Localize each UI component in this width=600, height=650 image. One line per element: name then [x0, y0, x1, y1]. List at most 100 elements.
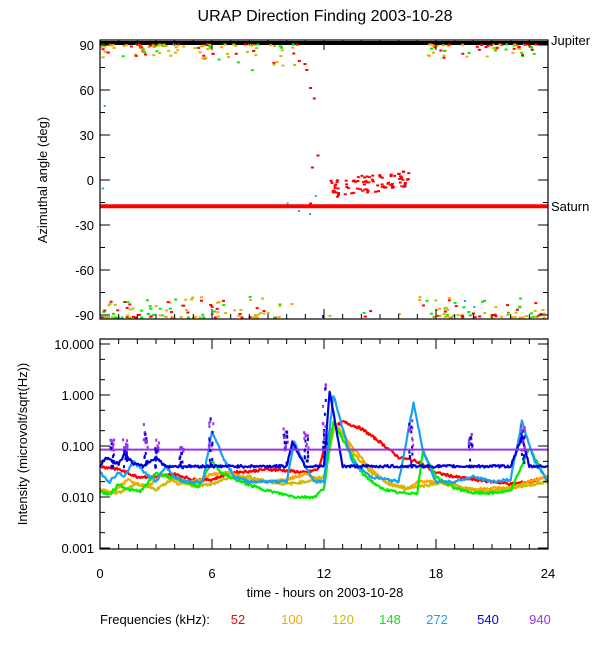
top-point	[209, 47, 213, 50]
burst-point	[324, 386, 327, 390]
top-point	[331, 191, 335, 194]
top-point	[154, 305, 158, 308]
bottom-ylabel: Intensity (microvolt/sqrt(Hz))	[15, 363, 30, 526]
burst-point	[283, 435, 286, 439]
burst-point	[181, 466, 184, 470]
top-point	[345, 183, 349, 186]
top-point	[269, 44, 273, 47]
top-point	[513, 316, 517, 319]
burst-point	[179, 460, 182, 464]
burst-point	[469, 436, 472, 440]
burst-point	[207, 444, 210, 448]
top-point	[444, 306, 448, 309]
top-point	[344, 179, 348, 182]
top-point	[125, 306, 129, 309]
burst-point	[520, 452, 523, 456]
burst-point	[305, 442, 308, 446]
top-point	[467, 311, 471, 314]
top-point	[433, 316, 437, 319]
top-point	[160, 44, 164, 47]
burst-point	[523, 428, 526, 432]
top-point	[252, 316, 256, 319]
top-point	[436, 314, 440, 317]
top-point	[164, 316, 168, 319]
top-point	[439, 49, 443, 52]
top-point	[266, 311, 270, 314]
burst-point	[154, 449, 157, 453]
top-point	[441, 44, 445, 47]
burst-point	[520, 432, 523, 436]
series-line	[99, 390, 549, 469]
burst-point	[304, 439, 307, 443]
burst-point	[410, 460, 413, 464]
burst-point	[286, 430, 289, 434]
burst-point	[322, 445, 325, 449]
top-point	[428, 43, 432, 46]
top-point	[336, 187, 340, 190]
top-point	[393, 174, 397, 177]
top-point	[498, 43, 502, 46]
top-point	[112, 312, 116, 315]
top-point	[220, 46, 224, 49]
top-point	[174, 298, 178, 301]
top-point	[162, 43, 166, 46]
burst-point	[322, 421, 325, 425]
burst-point	[468, 447, 471, 451]
top-point	[473, 306, 476, 308]
top-point	[401, 178, 405, 181]
burst-point	[144, 432, 147, 436]
top-point	[236, 61, 240, 64]
top-point	[379, 175, 383, 178]
top-point	[134, 316, 138, 319]
top-point	[103, 50, 107, 53]
burst-point	[125, 451, 128, 455]
top-point	[462, 306, 466, 309]
burst-point	[157, 446, 160, 450]
top-point	[216, 310, 220, 313]
top-point	[208, 43, 212, 46]
legend-item-100: 100	[281, 612, 303, 627]
top-point	[460, 314, 464, 317]
bottom-panel-series	[98, 383, 550, 500]
legend-item-940: 940	[529, 612, 551, 627]
burst-point	[154, 447, 157, 451]
top-point	[532, 52, 536, 55]
burst-point	[208, 458, 211, 462]
top-point	[113, 316, 117, 319]
top-point	[217, 315, 221, 318]
top-point	[363, 315, 367, 318]
top-point	[126, 314, 130, 317]
burst-point	[111, 460, 114, 464]
burst-point	[155, 455, 158, 459]
burst-point	[211, 457, 214, 461]
top-point	[197, 46, 201, 49]
burst-point	[467, 439, 470, 443]
top-point	[365, 175, 369, 178]
top-point	[541, 308, 545, 311]
top-point	[421, 304, 425, 307]
burst-point	[411, 426, 414, 430]
burst-point	[179, 446, 182, 450]
burst-point	[411, 452, 414, 456]
top-point	[213, 310, 217, 313]
top-point	[106, 316, 110, 319]
top-point	[239, 308, 243, 311]
top-point	[334, 191, 338, 194]
burst-point	[146, 459, 149, 463]
burst-point	[125, 458, 128, 462]
burst-point	[470, 432, 473, 436]
top-point	[131, 307, 135, 310]
burst-point	[110, 442, 113, 446]
burst-point	[305, 459, 308, 463]
burst-point	[122, 465, 125, 469]
top-point	[232, 43, 236, 46]
burst-point	[286, 435, 289, 439]
top-point	[445, 315, 449, 318]
burst-point	[322, 430, 325, 434]
top-panel-ticks: 90 60 30 0 -30 -60 -90	[75, 38, 549, 323]
top-point	[166, 301, 170, 304]
top-point	[123, 301, 127, 304]
burst-point	[144, 431, 147, 435]
top-point	[171, 316, 175, 319]
